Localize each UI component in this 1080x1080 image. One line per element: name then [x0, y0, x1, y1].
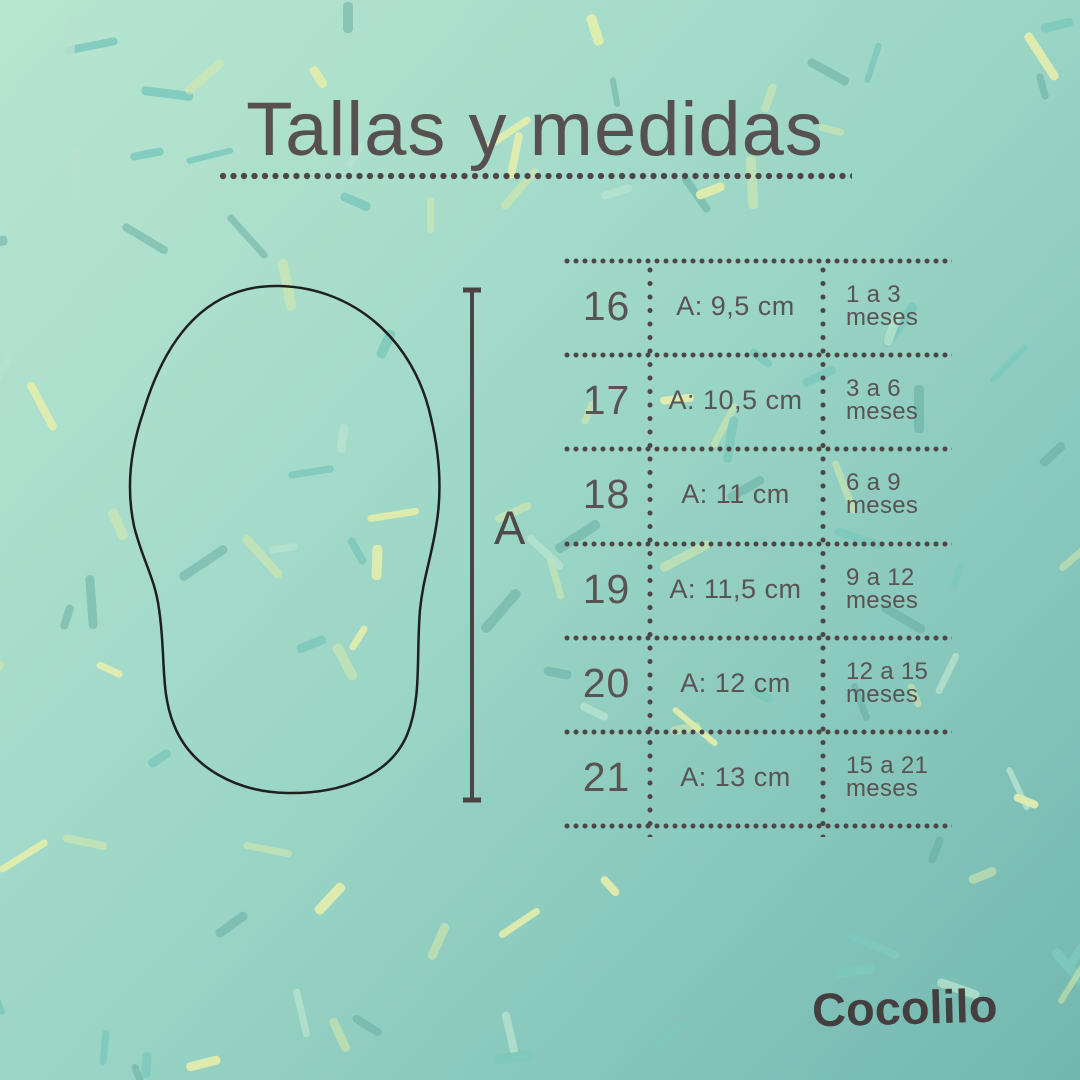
age-range: 9 a 12 meses — [822, 564, 952, 614]
size-row: 20 A: 12 cm 12 a 15 meses — [564, 637, 952, 729]
age-range: 3 a 6 meses — [822, 375, 952, 425]
age-range-line2: meses — [846, 681, 919, 708]
length-value: A: 11,5 cm — [669, 573, 802, 604]
age-range: 12 a 15 meses — [822, 658, 952, 708]
table-rule — [564, 729, 952, 735]
measurement-label: A — [494, 501, 526, 554]
page-title: Tallas y medidas — [246, 87, 824, 172]
age-range-line1: 3 a 6 — [846, 375, 901, 402]
size-row: 17 A: 10,5 cm 3 a 6 meses — [564, 354, 952, 446]
confetti-piece — [426, 196, 434, 234]
size-value: 16 — [582, 282, 631, 329]
age-range-line2: meses — [846, 398, 919, 425]
age-range-line1: 12 a 15 — [846, 658, 929, 685]
table-rule — [564, 352, 952, 358]
length-value: A: 13 cm — [680, 761, 791, 792]
table-rule — [564, 635, 952, 641]
age-range-line2: meses — [846, 492, 919, 519]
size-row: 16 A: 9,5 cm 1 a 3 meses — [564, 260, 952, 352]
shoe-sole-outline — [128, 284, 441, 795]
age-range-line2: meses — [846, 587, 919, 614]
length-value: A: 9,5 cm — [676, 290, 795, 321]
size-value: 17 — [582, 376, 631, 423]
size-table: 16 A: 9,5 cm 1 a 3 meses 17 A: 10,5 cm 3… — [564, 258, 952, 837]
age-range-line2: meses — [846, 775, 919, 802]
size-row: 19 A: 11,5 cm 9 a 12 meses — [564, 543, 952, 635]
size-value: 19 — [582, 565, 631, 612]
size-value: 21 — [582, 753, 631, 800]
table-rule — [564, 541, 952, 547]
table-rule — [564, 258, 952, 264]
age-range-line1: 15 a 21 — [846, 752, 929, 779]
age-range: 1 a 3 meses — [822, 281, 952, 331]
size-value: 20 — [582, 659, 631, 706]
size-value: 18 — [582, 470, 631, 517]
age-range: 15 a 21 meses — [822, 752, 952, 802]
confetti-piece — [343, 1, 353, 33]
brand-logo: Cocolilo — [811, 978, 999, 1037]
age-range: 6 a 9 meses — [822, 469, 952, 519]
length-value: A: 11 cm — [681, 478, 790, 509]
table-divider — [647, 267, 653, 837]
measurement-line — [463, 287, 481, 803]
length-value: A: 12 cm — [680, 667, 791, 698]
table-rule — [564, 823, 952, 829]
age-range-line1: 6 a 9 — [846, 469, 901, 496]
table-rule — [564, 446, 952, 452]
length-value: A: 10,5 cm — [668, 384, 803, 415]
age-range-line1: 9 a 12 — [846, 564, 915, 591]
size-row: 21 A: 13 cm 15 a 21 meses — [564, 731, 952, 823]
confetti-piece — [914, 384, 925, 434]
table-divider — [820, 267, 826, 837]
age-range-line2: meses — [846, 304, 919, 331]
age-range-line1: 1 a 3 — [846, 281, 901, 308]
size-row: 18 A: 11 cm 6 a 9 meses — [564, 448, 952, 540]
title-underline — [219, 172, 852, 180]
